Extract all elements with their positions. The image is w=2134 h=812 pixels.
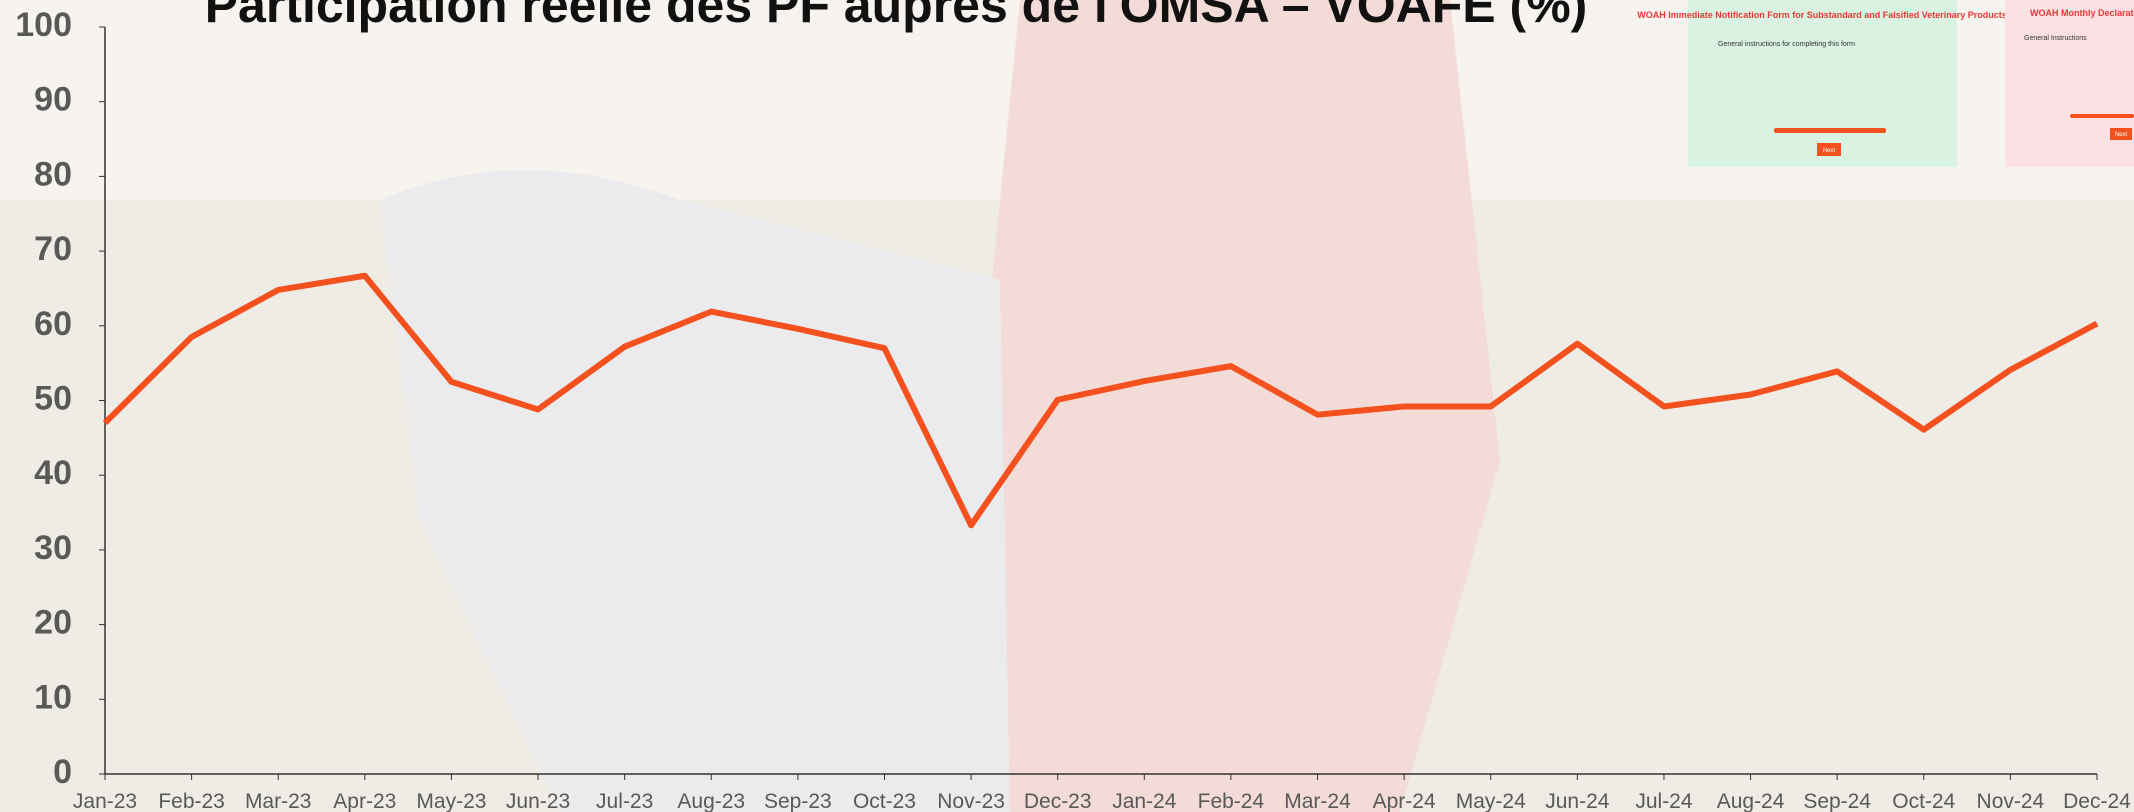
x-tick-label: Dec-24 — [2063, 790, 2131, 812]
y-tick-label: 30 — [34, 529, 72, 567]
progress-bar — [1774, 128, 1886, 133]
y-tick-label: 70 — [34, 230, 72, 268]
x-tick-label: Jan-23 — [73, 790, 137, 812]
x-tick-label: Jan-24 — [1112, 790, 1177, 812]
inset-button-label: Next — [1823, 148, 1836, 154]
x-tick-label: Nov-24 — [1977, 790, 2045, 812]
progress-bar — [2070, 114, 2134, 118]
chart-title: Participation réelle des PF auprès de l'… — [205, 0, 1588, 33]
x-tick-label: Jul-23 — [596, 790, 653, 812]
inset-title: WOAH Immediate Notification Form for Sub… — [1637, 10, 2007, 20]
x-tick-label: Feb-23 — [158, 790, 225, 812]
y-tick-label: 0 — [53, 753, 72, 791]
x-tick-label: Jun-24 — [1545, 790, 1610, 812]
y-tick-label: 10 — [34, 678, 72, 716]
x-tick-label: Dec-23 — [1024, 790, 1092, 812]
page: WOAH Immediate Notification Form for Sub… — [0, 0, 2134, 812]
x-tick-label: May-23 — [416, 790, 486, 812]
x-tick-label: Apr-23 — [333, 790, 396, 812]
x-tick-label: May-24 — [1456, 790, 1526, 812]
inset-form — [2005, 0, 2134, 167]
x-tick-label: Aug-24 — [1717, 790, 1785, 812]
x-tick-label: Oct-24 — [1892, 790, 1955, 812]
x-tick-label: Aug-23 — [677, 790, 745, 812]
inset-button-label: Next — [2115, 132, 2128, 138]
x-tick-label: Nov-23 — [937, 790, 1005, 812]
x-tick-label: Sep-23 — [764, 790, 832, 812]
inset-subtitle: General instructions for completing this… — [1718, 41, 1855, 48]
y-tick-label: 100 — [15, 6, 72, 44]
y-tick-label: 90 — [34, 81, 72, 119]
y-tick-label: 40 — [34, 454, 72, 492]
x-tick-label: Jul-24 — [1635, 790, 1693, 812]
inset-form — [1688, 0, 1957, 167]
y-tick-label: 50 — [34, 379, 72, 417]
x-tick-label: Mar-23 — [245, 790, 312, 812]
y-tick-label: 20 — [34, 604, 72, 642]
x-tick-label: Sep-24 — [1803, 790, 1871, 812]
x-tick-label: Apr-24 — [1373, 790, 1436, 812]
x-tick-label: Feb-24 — [1198, 790, 1265, 812]
x-tick-label: Jun-23 — [506, 790, 570, 812]
inset-title: WOAH Monthly Declaration Form for the Su… — [2030, 8, 2134, 18]
chart: WOAH Immediate Notification Form for Sub… — [0, 0, 2134, 812]
inset-subtitle: General Instructions — [2024, 35, 2087, 42]
x-tick-label: Mar-24 — [1284, 790, 1351, 812]
y-tick-label: 60 — [34, 305, 72, 343]
y-tick-label: 80 — [34, 155, 72, 193]
x-tick-label: Oct-23 — [853, 790, 916, 812]
